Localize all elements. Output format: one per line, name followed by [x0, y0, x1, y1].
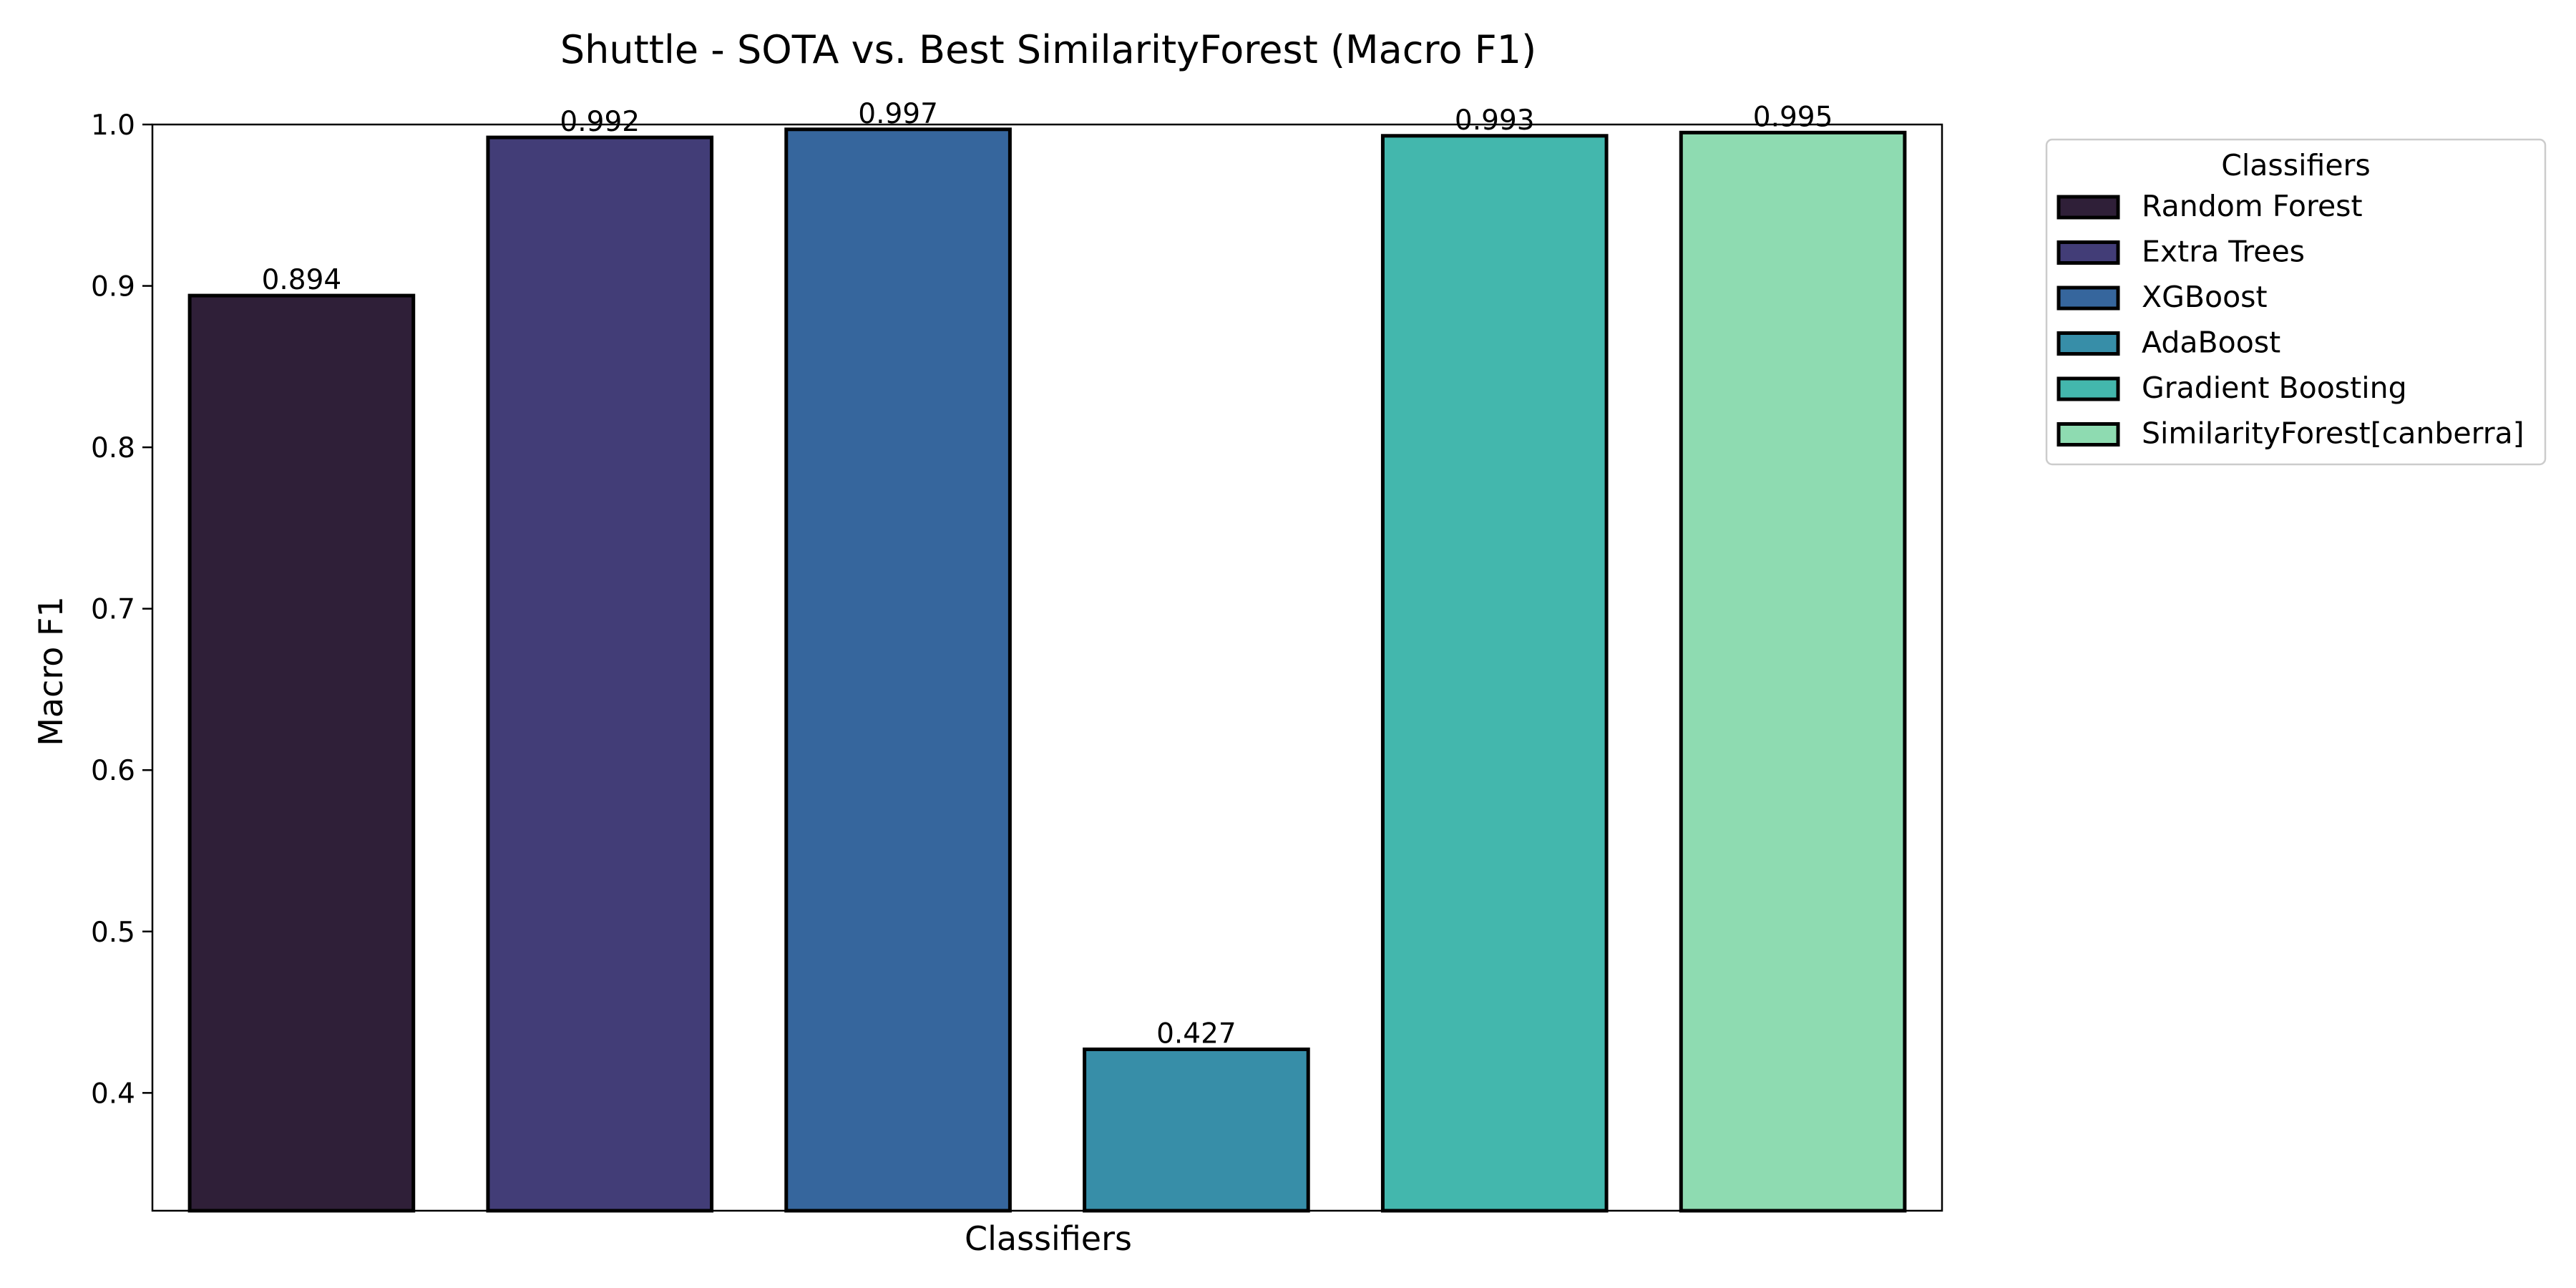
- legend-frame: [2045, 138, 2547, 466]
- legend-swatch: [2057, 286, 2120, 311]
- x-axis-label: Classifiers: [965, 1219, 1132, 1258]
- legend-label: Random Forest: [2142, 189, 2363, 223]
- y-tick-label: 0.5: [91, 917, 135, 949]
- bar-adaboost: [1083, 1047, 1310, 1213]
- legend-swatch: [2057, 240, 2120, 265]
- bar-extra-trees: [486, 135, 714, 1213]
- legend-label: SimilarityForest[canberra]: [2142, 416, 2524, 451]
- bar-value-label: 0.992: [560, 106, 640, 138]
- chart-title: Shuttle - SOTA vs. Best SimilarityForest…: [560, 27, 1536, 72]
- legend-title: Classifiers: [2221, 148, 2371, 182]
- legend-label: AdaBoost: [2142, 326, 2280, 360]
- legend-label: XGBoost: [2142, 280, 2268, 314]
- y-tick-label: 0.9: [91, 271, 135, 303]
- y-tick-label: 0.4: [91, 1078, 135, 1110]
- bar-value-label: 0.995: [1753, 101, 1833, 133]
- legend-swatch: [2057, 331, 2120, 356]
- bar-value-label: 0.993: [1455, 104, 1535, 137]
- bar-similarityforest-canberra: [1679, 130, 1907, 1213]
- plot-frame: [151, 123, 1943, 1212]
- legend-swatch: [2057, 422, 2120, 447]
- bar-random-forest: [187, 293, 416, 1213]
- legend-label: Extra Trees: [2142, 235, 2305, 269]
- bar-xgboost: [784, 127, 1012, 1213]
- legend: Classifiers Random Forest Extra Trees XGBoo…: [2045, 138, 2547, 466]
- legend-swatch: [2057, 195, 2120, 220]
- y-tick-label: 0.6: [91, 755, 135, 787]
- y-tick-label: 0.8: [91, 432, 135, 464]
- bar-gradient-boosting: [1380, 134, 1609, 1213]
- y-axis-label: Macro F1: [31, 596, 70, 746]
- legend-label: Gradient Boosting: [2142, 371, 2407, 405]
- legend-swatch: [2057, 376, 2120, 401]
- y-tick-label: 1.0: [91, 109, 135, 142]
- bar-value-label: 0.427: [1156, 1018, 1236, 1050]
- bar-value-label: 0.894: [262, 264, 342, 296]
- y-tick-label: 0.7: [91, 594, 135, 626]
